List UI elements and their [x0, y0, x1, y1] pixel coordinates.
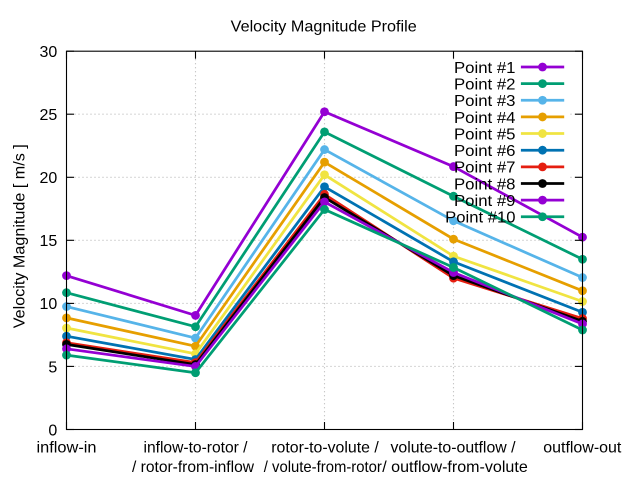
svg-text:inflow-in: inflow-in [37, 440, 97, 457]
svg-text:rotor-to-volute /: rotor-to-volute / [271, 440, 379, 457]
svg-text:Point #6: Point #6 [454, 143, 516, 160]
svg-text:Point #2: Point #2 [454, 77, 516, 94]
svg-text:Point #4: Point #4 [454, 110, 516, 127]
svg-text:volute-to-outflow /: volute-to-outflow / [391, 440, 517, 457]
svg-text:Point #8: Point #8 [454, 176, 516, 193]
svg-text:outflow-out: outflow-out [543, 440, 622, 457]
svg-text:Point #10: Point #10 [445, 210, 515, 227]
svg-text:inflow-to-rotor /: inflow-to-rotor / [144, 440, 249, 457]
svg-text:15: 15 [40, 233, 58, 250]
svg-text:5: 5 [48, 359, 57, 376]
svg-text:Velocity Magnitude Profile: Velocity Magnitude Profile [231, 19, 417, 36]
svg-text:Point #1: Point #1 [454, 60, 516, 77]
svg-text:Point #3: Point #3 [454, 93, 516, 110]
svg-text:20: 20 [40, 170, 58, 187]
svg-text:Velocity Magnitude [ m/s ]: Velocity Magnitude [ m/s ] [12, 144, 29, 328]
svg-text:/ volute-from-rotor: / volute-from-rotor [264, 459, 383, 476]
svg-text:Point #7: Point #7 [454, 160, 516, 177]
svg-text:25: 25 [40, 107, 58, 124]
svg-text:0: 0 [48, 422, 57, 439]
svg-text:/ rotor-from-inflow: / rotor-from-inflow [132, 459, 254, 476]
svg-text:/ outflow-from-volute: / outflow-from-volute [382, 459, 528, 476]
svg-text:Point #9: Point #9 [454, 193, 516, 210]
svg-text:10: 10 [40, 296, 58, 313]
svg-text:Point #5: Point #5 [454, 126, 516, 143]
svg-text:30: 30 [40, 44, 58, 61]
